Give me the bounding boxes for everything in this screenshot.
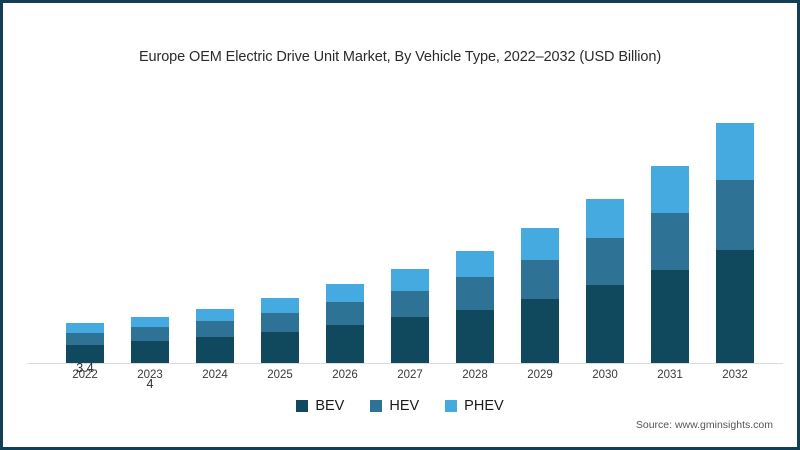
plot-area	[27, 105, 783, 363]
x-axis-tick-labels: 2022 2023 2024 2025 2026 2027 2028 2029 2030 2031…	[27, 369, 783, 387]
legend-label-phev: PHEV	[464, 398, 504, 414]
x-tick-2032: 2032	[722, 369, 748, 381]
bar-segment-bev-2026	[326, 325, 364, 363]
bar-2024	[196, 309, 234, 363]
bar-segment-phev-2026	[326, 284, 364, 302]
bar-segment-phev-2029	[521, 228, 559, 260]
bar-segment-bev-2027	[391, 317, 429, 363]
legend-label-bev: BEV	[315, 398, 345, 414]
bar-segment-bev-2023	[131, 341, 169, 363]
bar-segment-phev-2030	[586, 199, 624, 238]
bar-segment-phev-2024	[196, 309, 234, 321]
bar-2026	[326, 284, 364, 363]
legend-item-hev[interactable]: HEV	[370, 398, 419, 414]
bar-value-label-2023: 4	[146, 377, 154, 391]
source-attribution: Source: www.gminsights.com	[635, 419, 773, 431]
bar-segment-hev-2025	[261, 313, 299, 332]
bar-segment-hev-2029	[521, 260, 559, 299]
chart-title: Europe OEM Electric Drive Unit Market, B…	[138, 49, 662, 65]
bar-segment-bev-2029	[521, 299, 559, 363]
bar-segment-phev-2032	[716, 123, 754, 180]
bar-segment-phev-2022	[66, 323, 104, 333]
x-tick-2031: 2031	[657, 369, 683, 381]
bar-2029	[521, 228, 559, 363]
x-tick-2029: 2029	[527, 369, 553, 381]
bar-segment-hev-2032	[716, 180, 754, 250]
legend-label-hev: HEV	[389, 398, 420, 414]
bar-segment-bev-2024	[196, 337, 234, 363]
legend-swatch-bev	[296, 400, 309, 412]
x-tick-2030: 2030	[592, 369, 618, 381]
bar-segment-hev-2031	[651, 213, 689, 270]
bar-2025	[261, 298, 299, 363]
x-tick-2023: 2023	[137, 369, 163, 381]
bar-segment-hev-2026	[326, 302, 364, 325]
bar-2031	[651, 166, 689, 363]
bar-2023	[131, 317, 169, 363]
bar-2027	[391, 269, 429, 363]
chart-canvas: Europe OEM Electric Drive Unit Market, B…	[3, 3, 797, 447]
x-tick-2027: 2027	[397, 369, 423, 381]
bar-segment-bev-2025	[261, 332, 299, 363]
bar-segment-hev-2030	[586, 238, 624, 285]
bar-segment-hev-2027	[391, 291, 429, 317]
bar-segment-phev-2027	[391, 269, 429, 291]
x-tick-2024: 2024	[202, 369, 228, 381]
bar-segment-hev-2022	[66, 333, 104, 345]
legend-item-phev[interactable]: PHEV	[445, 398, 504, 414]
bar-segment-hev-2023	[131, 327, 169, 341]
bar-segment-bev-2032	[716, 250, 754, 363]
bar-segment-hev-2024	[196, 321, 234, 337]
chart-legend: BEV HEV PHEV	[5, 398, 795, 414]
bar-segment-bev-2031	[651, 270, 689, 363]
bar-segment-phev-2031	[651, 166, 689, 213]
bar-2022	[66, 323, 104, 363]
legend-item-bev[interactable]: BEV	[296, 398, 344, 414]
bar-segment-bev-2022	[66, 345, 104, 363]
legend-swatch-phev	[445, 400, 458, 412]
x-tick-2028: 2028	[462, 369, 488, 381]
bar-2028	[456, 251, 494, 363]
x-axis-line	[27, 363, 783, 364]
bar-segment-hev-2028	[456, 277, 494, 310]
x-tick-2022: 2022	[72, 369, 98, 381]
bar-2032	[716, 123, 754, 363]
x-tick-2025: 2025	[267, 369, 293, 381]
bar-2030	[586, 199, 624, 363]
bar-value-label-2022: 3.4	[76, 361, 94, 375]
bar-segment-bev-2030	[586, 285, 624, 363]
legend-swatch-hev	[370, 400, 383, 412]
bar-segment-phev-2025	[261, 298, 299, 313]
bar-segment-bev-2028	[456, 310, 494, 363]
bar-segment-phev-2023	[131, 317, 169, 327]
x-tick-2026: 2026	[332, 369, 358, 381]
bar-segment-phev-2028	[456, 251, 494, 277]
